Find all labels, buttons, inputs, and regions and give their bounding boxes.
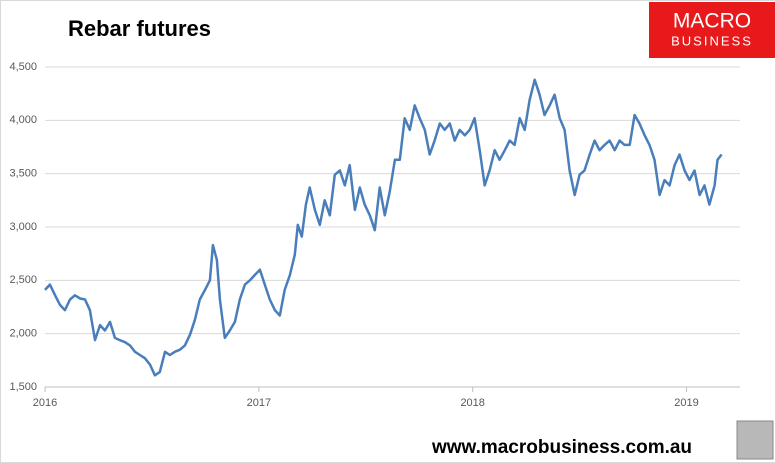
source-text: www.macrobusiness.com.au: [431, 437, 692, 458]
line-series: [44, 78, 723, 377]
chart-title: Rebar futures: [68, 16, 211, 41]
x-tick-label: 2016: [33, 397, 57, 409]
x-tick-label: 2017: [247, 397, 271, 409]
y-tick-label: 3,000: [9, 221, 37, 233]
logo-text: MACRO: [673, 10, 751, 33]
logo-text: BUSINESS: [671, 33, 753, 48]
y-tick-label: 2,000: [9, 328, 37, 340]
logo-icon: [736, 420, 774, 460]
logo-box: [649, 2, 775, 58]
y-tick-label: 4,500: [9, 61, 37, 73]
y-tick-label: 4,000: [9, 114, 37, 126]
y-tick-label: 1,500: [9, 381, 37, 393]
y-tick-label: 3,500: [9, 168, 37, 180]
x-tick-label: 2018: [460, 397, 484, 409]
y-tick-label: 2,500: [9, 274, 37, 286]
x-tick-label: 2019: [674, 397, 698, 409]
